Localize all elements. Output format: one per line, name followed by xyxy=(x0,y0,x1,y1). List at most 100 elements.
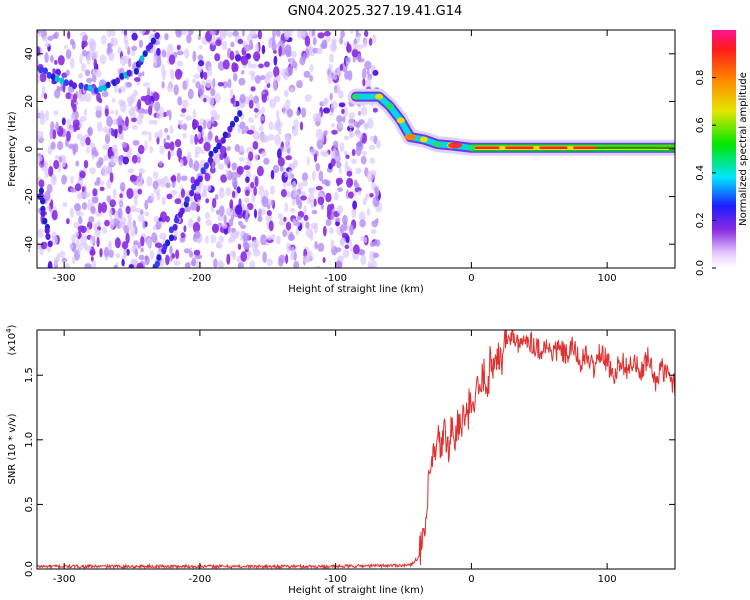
noise-blob xyxy=(167,150,171,161)
noise-blob xyxy=(128,57,132,68)
noise-blob xyxy=(325,180,331,187)
noise-blob xyxy=(37,73,41,85)
noise-blob xyxy=(117,207,123,219)
noise-blob xyxy=(189,134,195,145)
noise-blob xyxy=(69,243,74,250)
noise-blob xyxy=(96,160,102,169)
noise-blob xyxy=(257,216,263,222)
noise-blob xyxy=(74,231,79,238)
noise-blob xyxy=(222,81,228,89)
noise-blob xyxy=(369,135,375,142)
noise-blob xyxy=(342,116,346,123)
noise-blob xyxy=(91,146,97,155)
noise-blob xyxy=(142,109,150,114)
noise-blob xyxy=(293,260,300,268)
noise-blob xyxy=(291,246,295,257)
noise-blob xyxy=(197,131,202,140)
noise-blob xyxy=(329,92,333,101)
noise-blob xyxy=(335,177,343,185)
signal-node xyxy=(419,136,428,143)
noise-blob xyxy=(66,218,70,225)
noise-blob xyxy=(197,216,201,223)
noise-blob xyxy=(144,255,150,266)
noise-blob xyxy=(88,216,95,223)
noise-blob xyxy=(332,75,338,80)
noise-blob xyxy=(283,216,287,222)
noise-blob xyxy=(116,132,124,139)
noise-blob xyxy=(222,223,228,229)
noise-blob xyxy=(290,207,296,213)
noise-blob xyxy=(330,100,338,110)
noise-blob xyxy=(51,210,58,221)
x-tick-label: 100 xyxy=(598,574,617,585)
noise-blob xyxy=(346,189,349,199)
noise-blob xyxy=(109,218,115,230)
noise-blob xyxy=(342,249,350,259)
noise-blob xyxy=(335,247,342,253)
noise-blob xyxy=(203,97,207,103)
noise-blob xyxy=(205,219,213,227)
noise-blob xyxy=(236,165,244,175)
noise-blob xyxy=(228,226,232,235)
noise-blob xyxy=(371,182,376,191)
noise-blob xyxy=(126,220,133,230)
noise-blob xyxy=(229,50,235,61)
noise-blob xyxy=(54,59,58,65)
noise-blob xyxy=(179,113,186,118)
noise-blob xyxy=(256,165,264,177)
noise-blob xyxy=(209,30,217,36)
noise-blob xyxy=(289,231,294,241)
noise-blob xyxy=(303,255,309,264)
noise-blob xyxy=(295,194,300,206)
noise-blob xyxy=(304,35,311,47)
colorbar-gradient xyxy=(712,30,736,268)
noise-blob xyxy=(92,188,98,197)
noise-blob xyxy=(134,207,142,213)
noise-blob xyxy=(118,88,122,94)
spectrogram-xlabel: Height of straight line (km) xyxy=(288,284,424,295)
noise-blob xyxy=(360,106,368,116)
noise-blob xyxy=(311,209,318,215)
noise-blob xyxy=(57,140,64,151)
noise-blob xyxy=(133,89,139,97)
noise-blob xyxy=(296,215,302,221)
noise-blob xyxy=(64,263,70,268)
noise-blob xyxy=(101,90,109,98)
noise-blob xyxy=(296,110,300,116)
noise-blob xyxy=(66,130,71,142)
streak-blob xyxy=(227,125,233,133)
y-tick-label: 20 xyxy=(24,95,35,108)
noise-blob xyxy=(210,234,216,244)
noise-blob xyxy=(284,172,289,178)
noise-blob xyxy=(61,117,66,126)
noise-blob xyxy=(212,77,216,89)
noise-blob xyxy=(193,160,200,172)
noise-blob xyxy=(219,187,224,193)
noise-blob xyxy=(148,105,153,116)
noise-blob xyxy=(185,77,189,89)
noise-blob xyxy=(180,30,188,36)
noise-blob xyxy=(223,227,228,235)
noise-blob xyxy=(92,68,99,75)
noise-blob xyxy=(231,62,237,73)
noise-blob xyxy=(276,235,281,245)
noise-blob xyxy=(59,250,66,258)
noise-blob xyxy=(225,169,229,179)
noise-blob xyxy=(37,130,44,140)
noise-blob xyxy=(144,199,149,210)
noise-blob xyxy=(44,190,51,201)
noise-blob xyxy=(226,253,231,265)
noise-blob xyxy=(307,250,313,260)
noise-blob xyxy=(70,113,75,122)
noise-blob xyxy=(159,107,165,118)
noise-blob xyxy=(341,232,349,238)
noise-blob xyxy=(113,264,118,268)
noise-blob xyxy=(176,44,181,51)
noise-blob xyxy=(81,186,85,193)
noise-blob xyxy=(128,147,133,155)
noise-blob xyxy=(219,145,227,155)
noise-blob xyxy=(326,204,332,216)
noise-blob xyxy=(52,68,56,75)
streak-blob xyxy=(46,71,52,79)
